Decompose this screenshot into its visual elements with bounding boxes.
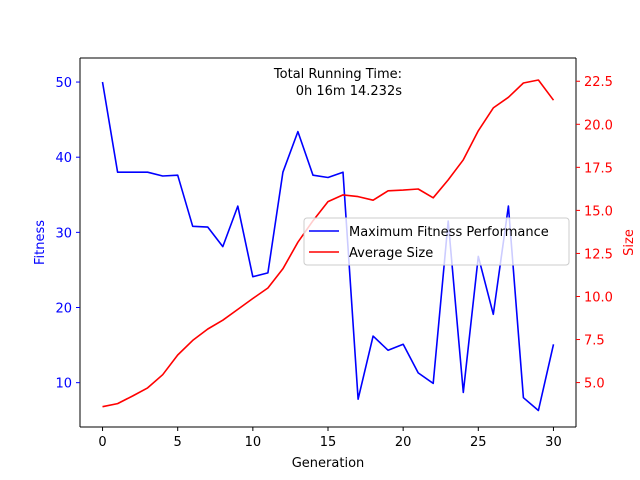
x-tick-label: 25 <box>470 435 487 450</box>
left-y-tick-label: 30 <box>55 226 72 241</box>
right-y-tick-label: 5.0 <box>584 377 605 392</box>
series-line-size <box>102 79 555 408</box>
running-time-value: 0h 16m 14.232s <box>296 84 402 99</box>
legend-label-fitness: Maximum Fitness Performance <box>349 225 549 240</box>
left-y-axis-label: Fitness <box>33 220 48 265</box>
right-y-tick-label: 12.5 <box>584 247 613 262</box>
x-tick-label: 20 <box>395 435 412 450</box>
right-y-axis-label: Size <box>622 229 637 256</box>
right-y-tick-label: 10.0 <box>584 290 613 305</box>
x-tick-label: 10 <box>245 435 262 450</box>
x-tick-label: 5 <box>174 435 182 450</box>
right-y-tick-label: 7.5 <box>584 334 605 349</box>
right-y-tick-label: 22.5 <box>584 75 613 90</box>
x-tick-label: 30 <box>545 435 562 450</box>
legend: Maximum Fitness Performance Average Size <box>303 217 570 266</box>
legend-label-size: Average Size <box>349 246 433 261</box>
x-tick-label: 0 <box>98 435 106 450</box>
x-tick-label: 15 <box>320 435 337 450</box>
x-axis-label: Generation <box>292 456 365 471</box>
right-y-tick-label: 15.0 <box>584 204 613 219</box>
left-y-tick-label: 50 <box>55 76 72 91</box>
right-y-axis-ticks: 5.0 7.5 10.0 12.5 15.0 17.5 20.0 22.5 <box>576 75 613 392</box>
legend-box <box>303 217 570 266</box>
right-y-tick-label: 20.0 <box>584 118 613 133</box>
left-y-axis-ticks: 10 20 30 40 50 <box>55 76 80 392</box>
left-y-tick-label: 10 <box>55 377 72 392</box>
left-y-tick-label: 20 <box>55 302 72 317</box>
right-y-tick-label: 17.5 <box>584 161 613 176</box>
left-y-tick-label: 40 <box>55 151 72 166</box>
running-time-label: Total Running Time: <box>273 67 402 82</box>
x-axis-ticks: 0 5 10 15 20 25 30 <box>98 427 562 450</box>
